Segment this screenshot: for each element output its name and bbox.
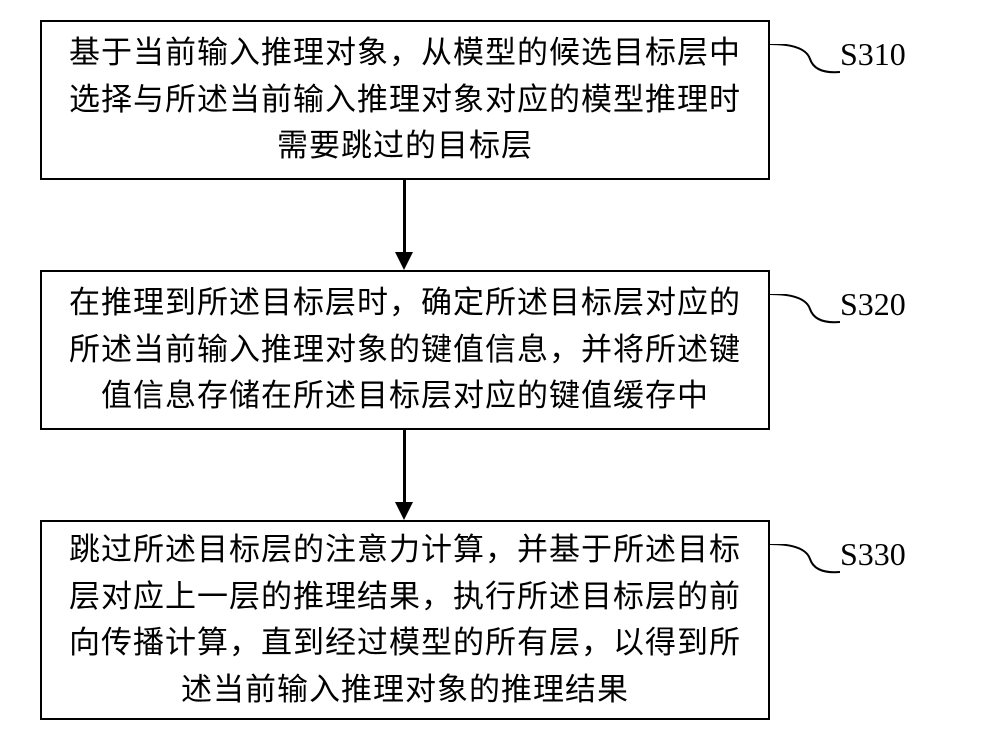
label-connector-1: [770, 44, 840, 74]
flowchart-step-1: 基于当前输入推理对象，从模型的候选目标层中选择与所述当前输入推理对象对应的模型推…: [40, 20, 770, 180]
arrow-1-to-2-line: [403, 180, 406, 252]
arrow-2-to-3-line: [403, 430, 406, 502]
arrow-1-to-2-head: [395, 252, 413, 270]
step-1-text: 基于当前输入推理对象，从模型的候选目标层中选择与所述当前输入推理对象对应的模型推…: [62, 30, 748, 170]
step-3-label: S330: [840, 536, 906, 573]
step-3-text: 跳过所述目标层的注意力计算，并基于所述目标层对应上一层的推理结果，执行所述目标层…: [62, 527, 748, 713]
step-2-text: 在推理到所述目标层时，确定所述目标层对应的所述当前输入推理对象的键值信息，并将所…: [62, 280, 748, 420]
arrow-2-to-3-head: [395, 502, 413, 520]
flowchart-step-2: 在推理到所述目标层时，确定所述目标层对应的所述当前输入推理对象的键值信息，并将所…: [40, 270, 770, 430]
flowchart-step-3: 跳过所述目标层的注意力计算，并基于所述目标层对应上一层的推理结果，执行所述目标层…: [40, 520, 770, 720]
flowchart-container: 基于当前输入推理对象，从模型的候选目标层中选择与所述当前输入推理对象对应的模型推…: [40, 20, 960, 720]
step-1-label: S310: [840, 36, 906, 73]
label-connector-3: [770, 544, 840, 574]
label-connector-2: [770, 294, 840, 324]
step-2-label: S320: [840, 286, 906, 323]
